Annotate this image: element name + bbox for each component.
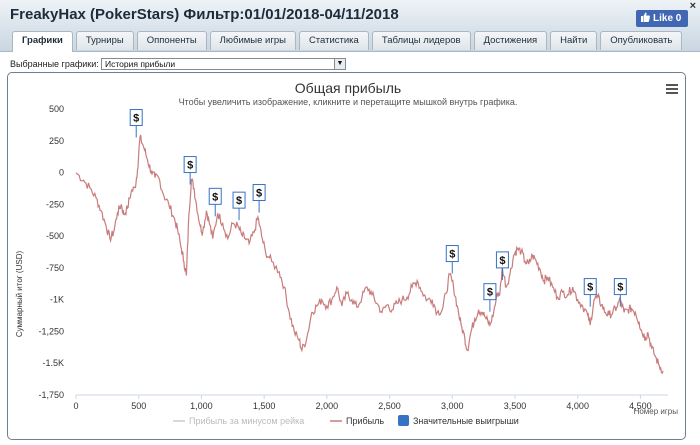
chart-container[interactable]: Общая прибыль Чтобы увеличить изображени… (7, 72, 686, 440)
svg-text:$: $ (212, 191, 218, 203)
svg-text:$: $ (236, 195, 242, 207)
legend-big-wins[interactable]: Значительные выигрыши (413, 416, 519, 426)
tab-bar: Графики Турниры Оппоненты Любимые игры С… (12, 31, 683, 52)
big-win-flag[interactable]: $ (183, 156, 197, 185)
chart-title: Общая прибыль (295, 80, 401, 96)
chart-select-value: История прибыли (105, 59, 176, 69)
big-win-flag[interactable]: $ (583, 278, 597, 307)
y-tick-label: -500 (46, 231, 64, 241)
thumbs-up-icon (641, 12, 650, 22)
y-tick-label: -250 (46, 199, 64, 209)
y-tick-label: 500 (49, 104, 64, 114)
menu-icon[interactable] (666, 84, 678, 94)
like-label: Like 0 (653, 13, 682, 24)
y-tick-label: -1,250 (38, 326, 64, 336)
tab-opponents[interactable]: Оппоненты (136, 31, 207, 50)
chart-subtitle: Чтобы увеличить изображение, кликните и … (179, 97, 518, 107)
svg-text:$: $ (617, 282, 623, 294)
y-tick-label: 0 (59, 168, 64, 178)
tab-charts[interactable]: Графики (12, 31, 73, 52)
legend-profit[interactable]: Прибыль (346, 416, 384, 426)
x-tick-label: 0 (73, 401, 78, 411)
big-win-flag[interactable]: $ (232, 191, 246, 221)
tab-favorite-games[interactable]: Любимые игры (209, 31, 296, 50)
tab-find[interactable]: Найти (550, 31, 598, 50)
x-tick-label: 4,500 (629, 401, 652, 411)
svg-text:$: $ (587, 282, 593, 294)
tab-tournaments[interactable]: Турниры (75, 31, 134, 50)
x-tick-label: 3,500 (504, 401, 527, 411)
svg-text:$: $ (133, 113, 139, 125)
y-axis-label: Суммарный итог (USD) (15, 251, 24, 338)
legend-rakeless[interactable]: Прибыль за минусом рейка (189, 416, 304, 426)
tab-leaderboards[interactable]: Таблицы лидеров (371, 31, 471, 50)
x-tick-label: 1,000 (190, 401, 213, 411)
svg-text:$: $ (187, 160, 193, 172)
big-win-flag[interactable]: $ (445, 245, 459, 274)
window-title: FreakyHax (PokerStars) Фильтр:01/01/2018… (10, 6, 399, 23)
chart-legend: Прибыль за минусом рейка Прибыль Значите… (173, 415, 519, 426)
x-axis-label: Номер игры (634, 407, 679, 416)
profit-chart[interactable]: Общая прибыль Чтобы увеличить изображени… (8, 73, 686, 440)
y-axis-ticks: 500 250 0 -250 -500 -750 -1K -1,250 -1.5K -1,750 (38, 104, 64, 400)
big-win-flag[interactable]: $ (208, 187, 222, 217)
tab-publish[interactable]: Опубликовать (600, 31, 683, 50)
x-tick-label: 2,000 (316, 401, 339, 411)
chevron-down-icon[interactable]: ▼ (334, 59, 345, 69)
big-win-flag[interactable]: $ (483, 283, 497, 312)
legend-big-wins-swatch (398, 415, 409, 426)
svg-text:$: $ (487, 287, 493, 299)
big-win-flags: $ $ $ $ $ $ $ $ $ $ (129, 109, 627, 312)
big-win-flag[interactable]: $ (495, 251, 509, 280)
tab-achievements[interactable]: Достижения (473, 31, 548, 50)
x-tick-label: 1,500 (253, 401, 276, 411)
big-win-flag[interactable]: $ (613, 278, 627, 307)
svg-text:$: $ (256, 188, 262, 200)
x-tick-label: 3,000 (441, 401, 464, 411)
big-win-flag[interactable]: $ (129, 109, 143, 138)
tab-statistics[interactable]: Статистика (298, 31, 369, 50)
y-tick-label: 250 (49, 136, 64, 146)
profit-series-line (75, 134, 664, 375)
big-win-flag[interactable]: $ (252, 184, 266, 213)
close-icon[interactable]: × (689, 0, 696, 12)
y-tick-label: -1,750 (38, 390, 64, 400)
y-tick-label: -1.5K (42, 358, 64, 368)
x-axis-ticks: 0 500 1,000 1,500 2,000 2,500 3,000 3,500 4,000 4… (73, 395, 652, 411)
x-tick-label: 500 (131, 401, 146, 411)
chart-select-label: Выбранные графики: (10, 59, 99, 69)
title-bar: FreakyHax (PokerStars) Фильтр:01/01/2018… (0, 0, 700, 52)
svg-text:$: $ (499, 255, 505, 267)
x-tick-label: 4,000 (566, 401, 589, 411)
y-tick-label: -750 (46, 263, 64, 273)
like-button[interactable]: Like 0 (636, 10, 688, 27)
x-tick-label: 2,500 (378, 401, 401, 411)
svg-text:$: $ (449, 249, 455, 261)
y-tick-label: -1K (50, 295, 64, 305)
chart-select[interactable]: История прибыли ▼ (101, 58, 346, 70)
